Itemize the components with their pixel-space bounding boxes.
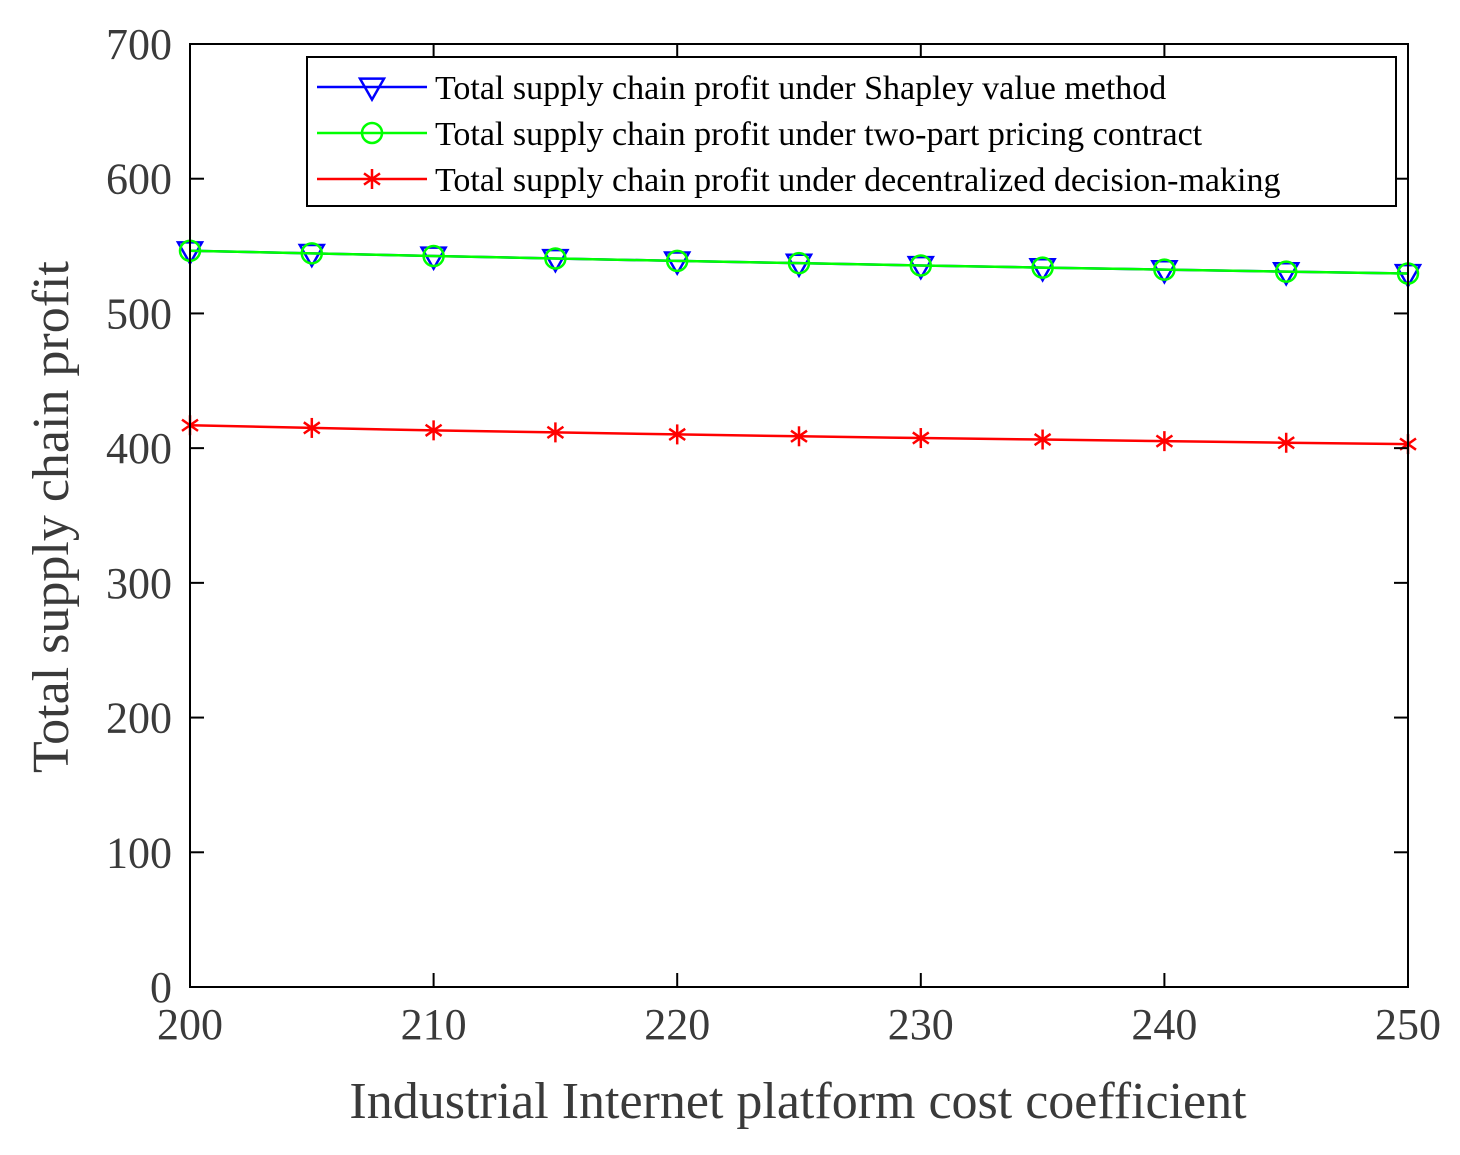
series-3-point [1155,431,1174,452]
legend-marker [363,169,381,189]
axes: 200 210 220 230 240 250 0 100 200 300 400 500 600 700 [106,20,1441,1049]
series-2-point [544,247,567,270]
axes-frame [189,43,1409,988]
series-2-point [909,254,933,277]
series-2-point [1274,260,1298,283]
legend-marker [360,121,384,145]
series-2-point [787,251,811,275]
x-tick-label: 240 [1131,1000,1197,1049]
series-line-2 [189,249,1409,275]
y-tick-label: 600 [106,155,172,204]
series-1-point [663,251,692,277]
series-3-point [303,417,321,438]
y-tick-label: 700 [106,20,172,69]
y-tick-label: 0 [150,963,172,1012]
series-1-point [1150,259,1179,285]
legend-label: Total supply chain profit under decentra… [435,162,1280,199]
plot-area [175,239,1423,455]
legend-marker [357,77,387,103]
y-axis-title: Total supply chain profit [23,260,80,772]
x-tick-label: 210 [401,1000,467,1049]
series-1-point [297,243,326,269]
legend-box [306,56,1397,207]
series-3-point [668,424,686,445]
x-tick-label: 200 [157,1000,223,1049]
legend-label: Total supply chain profit under two-part… [435,116,1203,153]
x-tick-label: 230 [888,1000,954,1049]
series-1-point [784,253,814,279]
series-1-point [541,248,570,274]
series-1-point [419,246,448,272]
series-2-point [422,244,445,268]
series-1-point [906,255,935,281]
x-tick-label: 250 [1375,1000,1441,1049]
series-1-point [1028,257,1057,283]
series-2-point [1031,256,1054,279]
series-3-point [1033,429,1052,450]
legend: Total supply chain profit under Shapley … [306,56,1397,207]
series-3-point [790,426,808,447]
y-tick-label: 300 [106,559,172,608]
series-3-point [546,422,565,443]
series-3-point [1277,432,1295,453]
series-3-point [912,428,930,449]
x-axis-title: Industrial Internet platform cost coeffi… [349,1073,1247,1130]
y-tick-label: 400 [106,424,172,473]
series-2-point [300,242,324,265]
y-tick-label: 500 [106,289,172,338]
series-1-point [1272,262,1301,287]
x-tick-label: 220 [644,1000,710,1049]
y-tick-label: 100 [106,828,172,877]
series-2-point [665,249,689,273]
series-3-point [424,420,443,441]
series-2-point [1153,258,1176,281]
legend-label: Total supply chain profit under Shapley … [435,70,1166,107]
y-tick-label: 200 [106,694,172,743]
